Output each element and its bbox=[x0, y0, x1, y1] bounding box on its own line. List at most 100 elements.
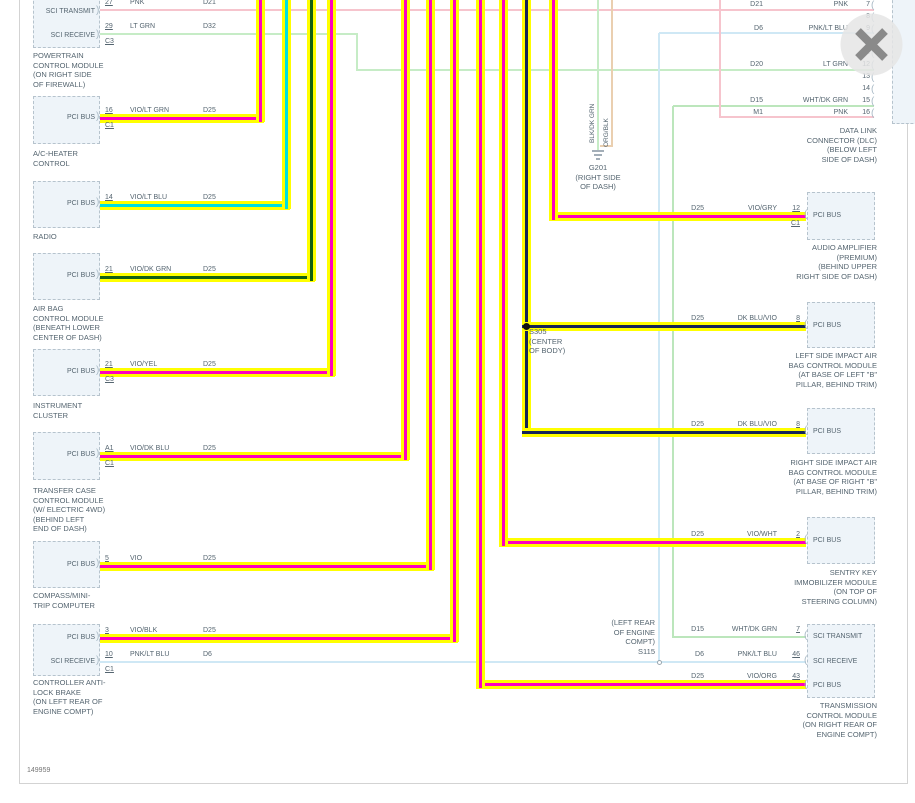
close-button[interactable] bbox=[839, 12, 904, 77]
module-row-label: SCI RECEIVE bbox=[50, 32, 95, 39]
pin-number: 7 bbox=[796, 626, 800, 633]
pin-number: 8 bbox=[796, 421, 800, 428]
module-row-label: SCI RECEIVE bbox=[813, 658, 858, 665]
connector-cavity-icon: ( bbox=[871, 96, 875, 107]
module-box-instrument-cluster bbox=[33, 349, 100, 396]
connector-cavity-icon: ( bbox=[871, 0, 875, 11]
annotation-s115: (LEFT REAR OF ENGINE COMPT) S115 bbox=[611, 618, 655, 656]
connector-cavity-icon: ) bbox=[96, 365, 100, 376]
module-caption-controller-abs: CONTROLLER ANTI- LOCK BRAKE (ON LEFT REA… bbox=[33, 678, 106, 716]
wire-airbag-pci bbox=[307, 0, 316, 281]
wire-pnk-lt-blu bbox=[658, 33, 660, 663]
segment-label: D21 bbox=[750, 1, 763, 8]
wire-color-label: VIO bbox=[130, 555, 143, 562]
connector-label: C3 bbox=[105, 38, 114, 45]
junction-dot bbox=[523, 323, 530, 330]
wire-color-label: WHT/DK GRN bbox=[802, 97, 848, 104]
wire-impact-pci bbox=[522, 428, 806, 437]
wire-wht-dk-grn bbox=[673, 636, 806, 638]
annotation-s305: S305 (CENTER OF BODY) bbox=[529, 327, 566, 355]
connector-label: C1 bbox=[791, 220, 800, 227]
pin-number: 29 bbox=[105, 23, 113, 30]
annotation-blk-dk-grn-label: BLK/DK GRN bbox=[589, 103, 596, 143]
module-row-label: PCI BUS bbox=[813, 428, 842, 435]
module-row-label: PCI BUS bbox=[813, 682, 842, 689]
segment-label: D25 bbox=[691, 205, 704, 212]
module-row-label: PCI BUS bbox=[66, 451, 95, 458]
wire-transfer-pci bbox=[100, 452, 409, 461]
close-icon bbox=[840, 13, 903, 76]
module-box-audio-amplifier bbox=[807, 192, 875, 240]
wire-color-label: PNK/LT BLU bbox=[130, 651, 170, 658]
connector-cavity-icon: ) bbox=[96, 631, 100, 642]
module-caption-dlc: DATA LINK CONNECTOR (DLC) (BELOW LEFT SI… bbox=[806, 126, 877, 164]
module-box-sentry-key bbox=[807, 517, 875, 564]
ground-icon bbox=[594, 154, 602, 156]
wire-impact-pci bbox=[522, 322, 806, 331]
pin-number: 5 bbox=[105, 555, 109, 562]
wire-color-label: PNK bbox=[130, 0, 145, 6]
segment-label: D15 bbox=[691, 626, 704, 633]
module-row-label: PCI BUS bbox=[813, 212, 842, 219]
module-row-label: SCI TRANSMIT bbox=[45, 8, 95, 15]
module-caption-transmission-control: TRANSMISSION CONTROL MODULE (ON RIGHT RE… bbox=[802, 701, 877, 739]
segment-label: D25 bbox=[203, 266, 216, 273]
wire-abs-pci bbox=[450, 0, 459, 642]
connector-label: C1 bbox=[105, 122, 114, 129]
wire-pnk-dlc7 bbox=[100, 9, 874, 11]
pin-number: 2 bbox=[796, 531, 800, 538]
wire-pnk-lt-blu bbox=[659, 32, 874, 34]
wire-color-label: VIO/DK GRN bbox=[130, 266, 172, 273]
wire-ltgrn-dlc12 bbox=[357, 69, 874, 71]
dlc-pin-number: 15 bbox=[862, 97, 870, 104]
wire-sentry-pci bbox=[499, 0, 508, 546]
module-caption-ac-heater: A/C-HEATER CONTROL bbox=[33, 149, 78, 168]
wire-org-blk-gnd bbox=[611, 0, 613, 146]
module-row-label: SCI RECEIVE bbox=[50, 658, 95, 665]
module-box-air-bag bbox=[33, 253, 100, 300]
segment-label: M1 bbox=[753, 109, 763, 116]
segment-label: D25 bbox=[203, 627, 216, 634]
connector-cavity-icon: ( bbox=[804, 209, 808, 220]
module-caption-powertrain: POWERTRAIN CONTROL MODULE (ON RIGHT SIDE… bbox=[33, 51, 104, 89]
segment-label: D25 bbox=[203, 445, 216, 452]
module-row-label: SCI TRANSMIT bbox=[813, 633, 863, 640]
wire-color-label: VIO/YEL bbox=[130, 361, 158, 368]
wire-color-label: PNK bbox=[833, 109, 848, 116]
pin-number: 14 bbox=[105, 194, 113, 201]
dlc-pin-number: 13 bbox=[862, 73, 870, 80]
segment-label: D25 bbox=[203, 361, 216, 368]
wire-airbag-pci bbox=[100, 273, 315, 282]
connector-cavity-icon: ) bbox=[96, 269, 100, 280]
connector-cavity-icon: ( bbox=[871, 108, 875, 119]
ground-icon bbox=[596, 158, 600, 160]
wire-pnk-m1 bbox=[720, 116, 874, 118]
module-row-label: PCI BUS bbox=[66, 114, 95, 121]
module-row-label: PCI BUS bbox=[813, 322, 842, 329]
connector-label: C3 bbox=[105, 376, 114, 383]
module-box-transmission-control bbox=[807, 624, 875, 698]
module-caption-sentry-key: SENTRY KEY IMMOBILIZER MODULE (ON TOP OF… bbox=[794, 568, 877, 606]
wire-color-label: VIO/ORG bbox=[747, 673, 777, 680]
module-row-label: PCI BUS bbox=[66, 634, 95, 641]
module-caption-air-bag: AIR BAG CONTROL MODULE (BENEATH LOWER CE… bbox=[33, 304, 104, 342]
splice-marker bbox=[657, 660, 662, 665]
module-caption-audio-amplifier: AUDIO AMPLIFIER (PREMIUM) (BEHIND UPPER … bbox=[796, 243, 877, 281]
pin-number: 16 bbox=[105, 107, 113, 114]
wire-sentry-pci bbox=[499, 538, 806, 547]
connector-cavity-icon: ( bbox=[804, 534, 808, 545]
segment-label: D25 bbox=[691, 531, 704, 538]
module-row-label: PCI BUS bbox=[813, 537, 842, 544]
page-number: 149959 bbox=[27, 767, 51, 774]
wire-abs-pci bbox=[100, 634, 458, 643]
module-caption-left-impact-airbag: LEFT SIDE IMPACT AIR BAG CONTROL MODULE … bbox=[788, 351, 877, 389]
annotation-org-blk-label: ORG/BLK bbox=[603, 118, 610, 147]
module-box-left-impact-airbag bbox=[807, 302, 875, 348]
wire-color-label: PNK/LT BLU bbox=[808, 25, 848, 32]
wire-impact-pci bbox=[522, 0, 531, 436]
wire-cluster-pci bbox=[327, 0, 336, 376]
connector-cavity-icon: ( bbox=[804, 425, 808, 436]
wire-ac-heater-pci bbox=[256, 0, 265, 122]
pin-number: 8 bbox=[796, 315, 800, 322]
